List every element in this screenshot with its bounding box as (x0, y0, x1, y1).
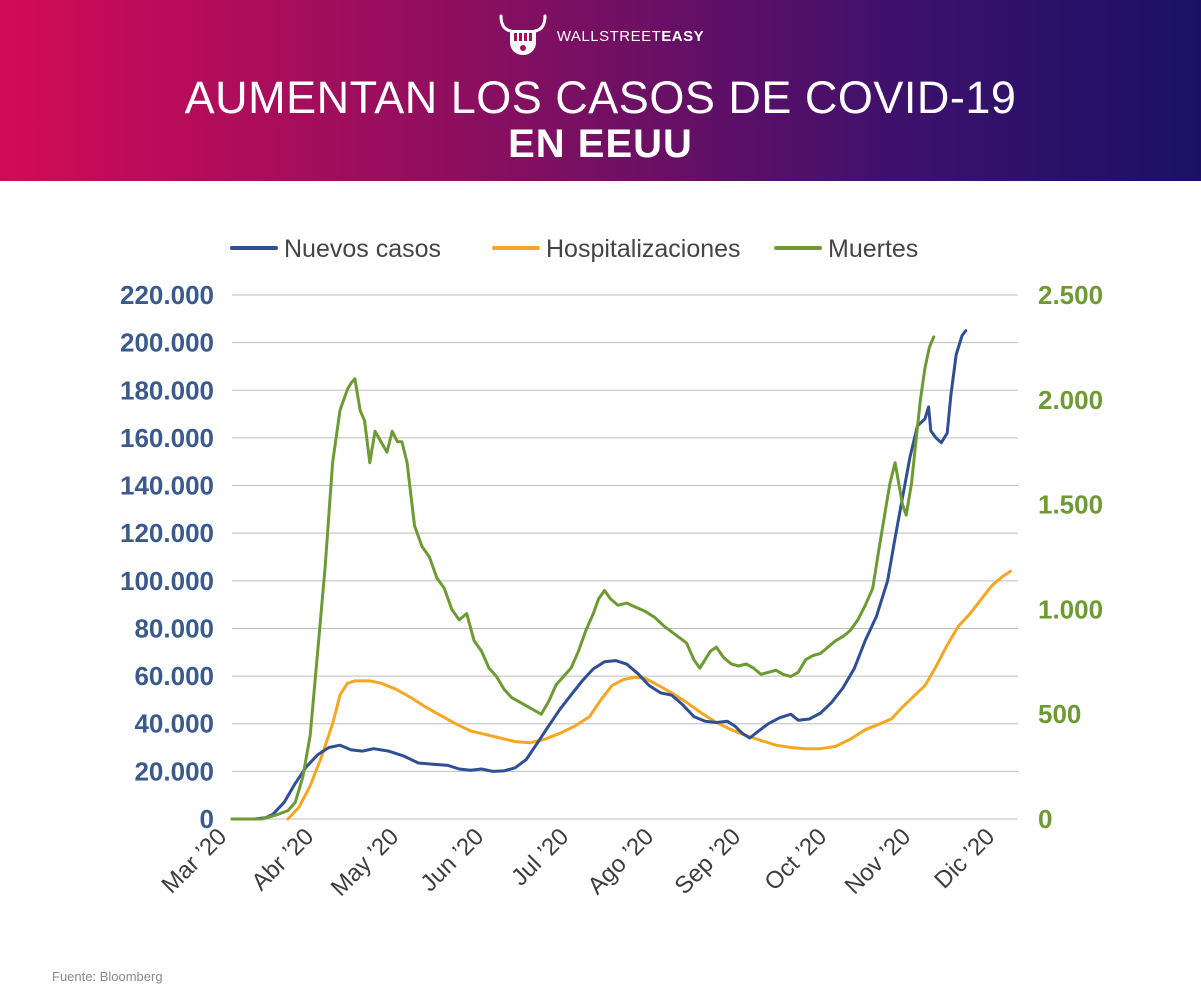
left-tick-label: 40.000 (134, 709, 214, 739)
x-tick-label: Mar ’20 (157, 823, 233, 899)
x-tick-label: Jul ’20 (506, 823, 574, 891)
x-tick-label: Nov ’20 (840, 823, 917, 900)
x-tick-label: Abr ’20 (246, 823, 319, 896)
x-tick-label: Ago ’20 (583, 823, 660, 900)
x-tick-label: Dic ’20 (929, 823, 1000, 894)
header-banner: WALLSTREETEASY AUMENTAN LOS CASOS DE COV… (0, 0, 1201, 181)
series-lines (230, 329, 1012, 821)
legend-label: Nuevos casos (284, 235, 441, 263)
legend-label: Hospitalizaciones (546, 235, 741, 263)
left-tick-label: 140.000 (120, 471, 214, 501)
right-tick-label: 1.500 (1038, 490, 1103, 520)
chart-title-line-2: EN EEUU (508, 122, 693, 166)
source-note: Fuente: Bloomberg (52, 969, 163, 984)
left-tick-label: 200.000 (120, 328, 214, 358)
chart-title-line-1: AUMENTAN LOS CASOS DE COVID-19 (184, 72, 1017, 123)
gridlines (232, 294, 1018, 820)
right-y-axis: 0 500 1.000 1.500 2.000 2.500 (1038, 280, 1103, 834)
x-tick-label: Sep ’20 (670, 823, 747, 900)
bull-logo-icon (499, 14, 547, 55)
left-tick-label: 160.000 (120, 423, 214, 453)
right-tick-label: 1.000 (1038, 594, 1103, 624)
x-tick-label: May ’20 (326, 823, 405, 902)
left-tick-label: 180.000 (120, 375, 214, 405)
right-tick-label: 500 (1038, 699, 1081, 729)
x-axis: Mar ’20 Abr ’20 May ’20 Jun ’20 Jul ’20 Ago ’… (157, 823, 1001, 902)
legend-label: Muertes (828, 235, 918, 263)
left-tick-label: 120.000 (120, 518, 214, 548)
left-tick-label: 0 (200, 804, 214, 834)
left-tick-label: 220.000 (120, 280, 214, 310)
left-tick-label: 20.000 (134, 756, 214, 786)
right-tick-label: 0 (1038, 804, 1052, 834)
covid-line-chart: Nuevos casos Hospitalizaciones Muertes 0 20… (120, 235, 1103, 902)
legend: Nuevos casos Hospitalizaciones Muertes (230, 235, 918, 263)
left-tick-label: 100.000 (120, 566, 214, 596)
brand-name: WALLSTREETEASY (556, 27, 705, 45)
left-tick-label: 60.000 (134, 661, 214, 691)
x-tick-label: Oct ’20 (759, 823, 832, 896)
right-tick-label: 2.500 (1038, 280, 1103, 310)
series-line-muertes (230, 335, 936, 821)
brand: WALLSTREETEASY (0, 14, 1201, 58)
right-tick-label: 2.000 (1038, 385, 1103, 415)
left-y-axis: 0 20.000 40.000 60.000 80.000 100.000 120.000 1… (120, 280, 214, 834)
series-line-hospitalizaciones (286, 569, 1012, 821)
x-tick-label: Jun ’20 (415, 823, 489, 897)
left-tick-label: 80.000 (134, 613, 214, 643)
